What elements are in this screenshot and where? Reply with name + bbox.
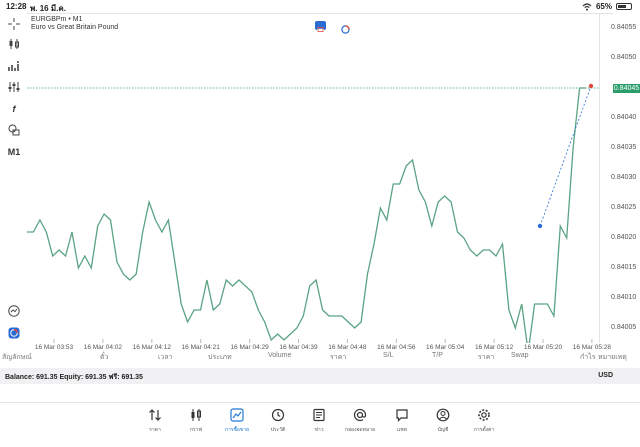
wifi-icon bbox=[582, 2, 592, 11]
chart-area[interactable]: EURGBPm • M1 Euro vs Great Britain Pound… bbox=[27, 13, 640, 351]
status-right: 65% bbox=[582, 2, 632, 11]
nav-quotes[interactable]: ราคา bbox=[137, 408, 173, 434]
positions-header: สัญลักษณ์ ตั๋ว เวลา ประเภท Volume ราคา S… bbox=[0, 352, 640, 364]
balance-currency: USD bbox=[598, 372, 613, 379]
candles-icon[interactable] bbox=[6, 37, 22, 51]
chart-toolbar: f M1 bbox=[0, 13, 27, 343]
sliders-icon[interactable] bbox=[6, 80, 22, 94]
symbol-label: EURGBPm • M1 bbox=[31, 16, 83, 23]
price-axis-label: 0.84005 bbox=[611, 324, 637, 331]
time-axis-label: 16 Mar 05:04 bbox=[426, 344, 465, 351]
status-bar: 12:28 พ. 16 มี.ค. 65% bbox=[0, 0, 640, 13]
battery-percent: 65% bbox=[595, 2, 612, 11]
crosshair-icon[interactable] bbox=[6, 17, 22, 31]
formula-icon[interactable]: f bbox=[12, 104, 16, 114]
header-ticket: ตั๋ว bbox=[100, 354, 109, 361]
nav-news-label: ข่าว bbox=[314, 427, 324, 433]
nav-history[interactable]: ประวัติ bbox=[260, 408, 296, 434]
header-type: ประเภท bbox=[208, 354, 232, 361]
chart-trade-icon[interactable] bbox=[6, 304, 22, 318]
price-axis-label: 0.84040 bbox=[611, 114, 637, 121]
price-axis-label: 0.84035 bbox=[611, 144, 637, 151]
header-profit: กำไร bbox=[580, 354, 596, 361]
header-tp: T/P bbox=[432, 352, 443, 359]
symbol-description: Euro vs Great Britain Pound bbox=[31, 24, 119, 31]
time-axis-label: 16 Mar 05:28 bbox=[572, 344, 612, 351]
nav-chat-label: แชท bbox=[397, 427, 407, 433]
price-chart[interactable] bbox=[27, 13, 613, 343]
nav-account[interactable]: บัญชี bbox=[425, 408, 461, 434]
time-axis-label: 16 Mar 04:48 bbox=[328, 344, 367, 351]
quotes-icon bbox=[148, 408, 162, 422]
bottom-nav: ราคา กราฟ การซื้อขาย ประวัติ ข่าว กล่องจ… bbox=[0, 402, 640, 447]
price-axis-label: 0.84050 bbox=[611, 54, 637, 61]
trade-icon bbox=[230, 408, 244, 422]
buy-button[interactable] bbox=[340, 21, 351, 34]
mailbox-icon bbox=[353, 408, 367, 422]
battery-icon bbox=[616, 3, 632, 10]
status-date: พ. 16 มี.ค. bbox=[30, 4, 66, 13]
nav-news[interactable]: ข่าว bbox=[301, 408, 337, 434]
nav-quotes-label: ราคา bbox=[149, 427, 161, 433]
price-axis-label: 0.84020 bbox=[611, 234, 637, 241]
header-comment: หมายเหตุ bbox=[598, 354, 627, 361]
nav-history-label: ประวัติ bbox=[270, 427, 286, 433]
price-axis-label: 0.84055 bbox=[611, 24, 637, 31]
time-axis-label: 16 Mar 04:02 bbox=[83, 344, 123, 351]
nav-chart[interactable]: กราฟ bbox=[178, 408, 214, 434]
time-axis-label: 16 Mar 04:29 bbox=[230, 344, 269, 351]
nav-settings-label: การตั้งค่า bbox=[473, 427, 495, 433]
status-time: 12:28 bbox=[6, 2, 27, 11]
chart-icon bbox=[189, 408, 203, 422]
header-symbol: สัญลักษณ์ bbox=[2, 354, 32, 361]
time-axis-label: 16 Mar 03:53 bbox=[34, 344, 74, 351]
shapes-icon[interactable] bbox=[6, 123, 22, 137]
time-axis-label: 16 Mar 04:56 bbox=[377, 344, 416, 351]
indicators-icon[interactable] bbox=[6, 59, 22, 73]
header-price-current: ราคา bbox=[478, 354, 495, 361]
nav-chat[interactable]: แชท bbox=[384, 408, 420, 434]
battery-fill bbox=[618, 5, 627, 8]
chat-icon bbox=[395, 408, 409, 422]
nav-trade-label: การซื้อขาย bbox=[224, 427, 250, 433]
price-line bbox=[27, 87, 586, 343]
pending-order-line bbox=[539, 85, 592, 227]
balance-bar: Balance: 691.35 Equity: 691.35 ฟรี: 691.… bbox=[0, 368, 640, 384]
nav-mailbox[interactable]: กล่องจดหมาย bbox=[342, 408, 378, 434]
nav-account-label: บัญชี bbox=[437, 427, 449, 433]
header-time: เวลา bbox=[158, 354, 173, 361]
timeframe-button[interactable]: M1 bbox=[7, 147, 21, 157]
sell-button[interactable] bbox=[315, 21, 326, 32]
pending-order-marker bbox=[537, 223, 543, 229]
time-axis-label: 16 Mar 04:39 bbox=[279, 344, 318, 351]
header-sl: S/L bbox=[383, 352, 394, 359]
price-axis-label: 0.84030 bbox=[611, 174, 637, 181]
time-axis-label: 16 Mar 05:20 bbox=[523, 344, 563, 351]
header-price: ราคา bbox=[330, 354, 347, 361]
news-icon bbox=[312, 408, 326, 422]
header-volume: Volume bbox=[268, 352, 292, 359]
settings-icon bbox=[477, 408, 491, 422]
one-click-icon[interactable] bbox=[6, 326, 22, 340]
header-swap: Swap bbox=[511, 352, 529, 359]
current-price-tag: 0.84045 bbox=[613, 83, 640, 93]
time-axis-label: 16 Mar 05:12 bbox=[474, 344, 514, 351]
nav-mailbox-label: กล่องจดหมาย bbox=[344, 427, 376, 433]
last-price-marker bbox=[588, 83, 594, 89]
nav-chart-label: กราฟ bbox=[189, 427, 203, 433]
time-axis-label: 16 Mar 04:21 bbox=[181, 344, 220, 351]
nav-settings[interactable]: การตั้งค่า bbox=[466, 408, 502, 434]
time-axis-label: 16 Mar 04:12 bbox=[132, 344, 171, 351]
price-axis-label: 0.84025 bbox=[611, 204, 637, 211]
history-icon bbox=[271, 408, 285, 422]
price-axis-label: 0.84015 bbox=[611, 264, 637, 271]
account-icon bbox=[436, 408, 450, 422]
balance-summary: Balance: 691.35 Equity: 691.35 ฟรี: 691.… bbox=[5, 374, 143, 381]
price-axis-label: 0.84010 bbox=[611, 294, 637, 301]
nav-trade[interactable]: การซื้อขาย bbox=[219, 408, 255, 434]
